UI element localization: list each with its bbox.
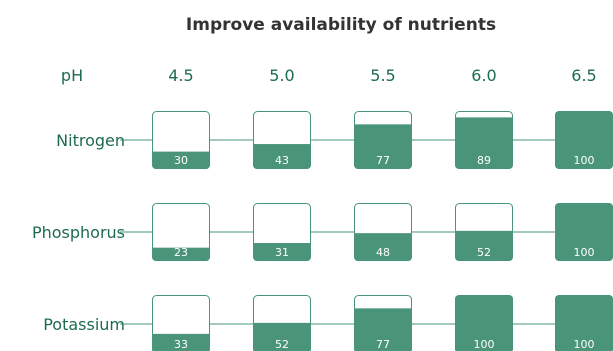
row-nitrogen: Nitrogen 30 43 77 89 100 bbox=[56, 111, 613, 169]
cell-border bbox=[354, 111, 412, 169]
value-label: 100 bbox=[574, 154, 595, 167]
cell-fill-bar bbox=[152, 151, 210, 169]
ph-column-headers: 4.5 5.0 5.5 6.0 6.5 bbox=[168, 66, 596, 85]
row-label-potassium: Potassium bbox=[43, 315, 125, 334]
cell-border bbox=[455, 203, 513, 261]
cell-border bbox=[152, 203, 210, 261]
ph-header-4-5: 4.5 bbox=[168, 66, 193, 85]
row-phosphorus: Phosphorus 23 31 48 52 100 bbox=[32, 203, 613, 261]
cell-fill-bar bbox=[555, 203, 613, 261]
cell-fill-bar bbox=[455, 230, 513, 261]
cell-phosphorus-4-5: 23 bbox=[152, 203, 210, 261]
cell-fill-bar bbox=[253, 322, 311, 351]
cell-phosphorus-6-0: 52 bbox=[455, 203, 513, 261]
value-label: 52 bbox=[477, 246, 491, 259]
value-label: 100 bbox=[574, 246, 595, 259]
cell-fill-bar bbox=[555, 111, 613, 169]
cell-border bbox=[152, 111, 210, 169]
cell-fill-bar bbox=[455, 117, 513, 169]
cell-potassium-4-5: 33 bbox=[152, 295, 210, 351]
cell-nitrogen-4-5: 30 bbox=[152, 111, 210, 169]
cell-border bbox=[253, 295, 311, 351]
cell-border bbox=[354, 203, 412, 261]
cell-potassium-5-5: 77 bbox=[354, 295, 412, 351]
cell-fill-bar bbox=[354, 308, 412, 351]
value-label: 52 bbox=[275, 338, 289, 351]
value-label: 31 bbox=[275, 246, 289, 259]
ph-header-6-0: 6.0 bbox=[471, 66, 496, 85]
value-label: 33 bbox=[174, 338, 188, 351]
value-label: 77 bbox=[376, 154, 390, 167]
value-label: 43 bbox=[275, 154, 289, 167]
value-label: 23 bbox=[174, 246, 188, 259]
value-label: 100 bbox=[574, 338, 595, 351]
cell-potassium-6-5: 100 bbox=[555, 295, 613, 351]
cell-border bbox=[455, 295, 513, 351]
cell-nitrogen-6-0: 89 bbox=[455, 111, 513, 169]
nutrient-rows: Nitrogen 30 43 77 89 100 Phosphorus 23 31 48 52 100… bbox=[32, 111, 613, 351]
cell-fill-bar bbox=[152, 333, 210, 351]
cell-border bbox=[152, 295, 210, 351]
cell-border bbox=[354, 295, 412, 351]
cell-fill-bar bbox=[555, 295, 613, 351]
cell-border bbox=[455, 111, 513, 169]
cell-background bbox=[152, 203, 210, 261]
cell-phosphorus-5-0: 31 bbox=[253, 203, 311, 261]
cell-potassium-5-0: 52 bbox=[253, 295, 311, 351]
cell-phosphorus-6-5: 100 bbox=[555, 203, 613, 261]
cell-nitrogen-5-0: 43 bbox=[253, 111, 311, 169]
cell-nitrogen-5-5: 77 bbox=[354, 111, 412, 169]
chart-title: Improve availability of nutrients bbox=[186, 15, 496, 35]
cell-fill-bar bbox=[354, 124, 412, 169]
value-label: 77 bbox=[376, 338, 390, 351]
value-label: 48 bbox=[376, 246, 390, 259]
row-label-nitrogen: Nitrogen bbox=[56, 131, 125, 150]
row-potassium: Potassium 33 52 77 100 100 bbox=[43, 295, 613, 351]
cell-phosphorus-5-5: 48 bbox=[354, 203, 412, 261]
cell-fill-bar bbox=[455, 295, 513, 351]
ph-header-5-5: 5.5 bbox=[370, 66, 395, 85]
ph-header-5-0: 5.0 bbox=[269, 66, 294, 85]
cell-nitrogen-6-5: 100 bbox=[555, 111, 613, 169]
value-label: 100 bbox=[474, 338, 495, 351]
ph-header-6-5: 6.5 bbox=[571, 66, 596, 85]
cell-fill-bar bbox=[253, 144, 311, 169]
cell-fill-bar bbox=[152, 247, 210, 261]
cell-fill-bar bbox=[253, 243, 311, 261]
cell-border bbox=[253, 203, 311, 261]
value-label: 89 bbox=[477, 154, 491, 167]
cell-border bbox=[253, 111, 311, 169]
cell-potassium-6-0: 100 bbox=[455, 295, 513, 351]
value-label: 30 bbox=[174, 154, 188, 167]
cell-fill-bar bbox=[354, 233, 412, 261]
ph-header-label: pH bbox=[61, 66, 83, 85]
row-label-phosphorus: Phosphorus bbox=[32, 223, 125, 242]
